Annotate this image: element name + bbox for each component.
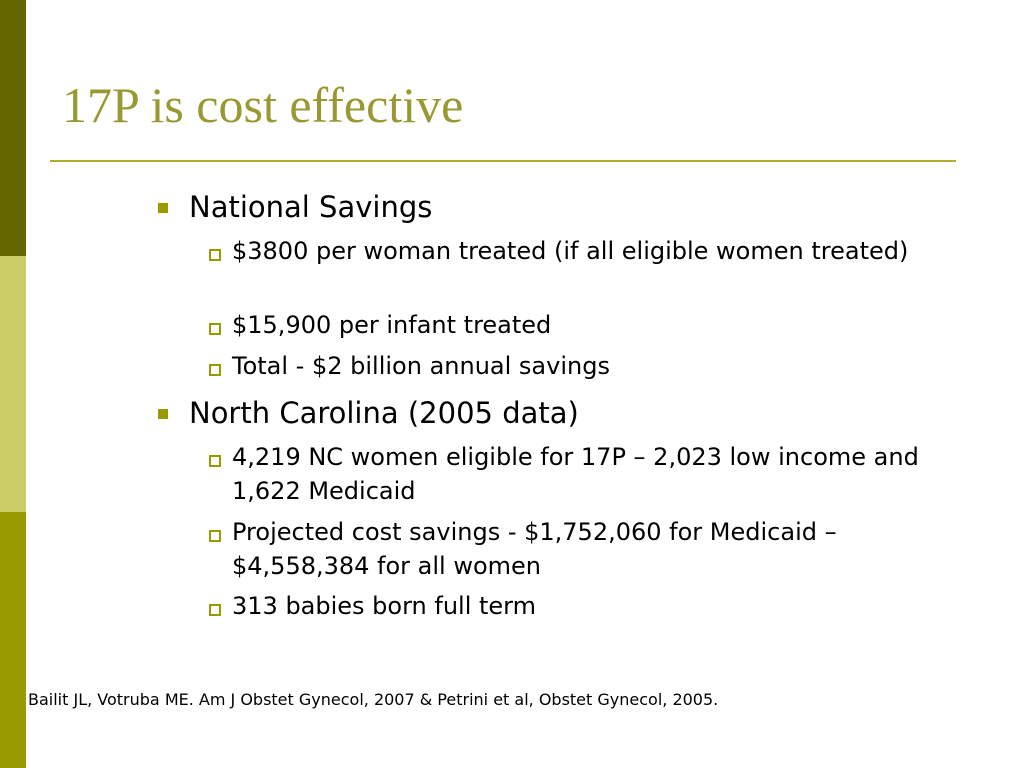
square-bullet-icon [158, 409, 168, 419]
list-item: 4,219 NC women eligible for 17P – 2,023 … [232, 443, 919, 505]
citation-footer: Bailit JL, Votruba ME. Am J Obstet Gynec… [28, 690, 719, 709]
list-item: Projected cost savings - $1,752,060 for … [232, 518, 837, 580]
hollow-square-bullet-icon [209, 364, 221, 376]
hollow-square-bullet-icon [209, 530, 221, 542]
side-bar-middle-segment [0, 256, 26, 512]
section-heading-national: National Savings [189, 190, 433, 224]
hollow-square-bullet-icon [209, 249, 221, 261]
title-divider [50, 160, 956, 162]
list-item: 313 babies born full term [232, 592, 537, 620]
side-bar-bottom-segment [0, 512, 26, 768]
square-bullet-icon [158, 203, 168, 213]
hollow-square-bullet-icon [209, 604, 221, 616]
side-bar-top-segment [0, 0, 26, 256]
list-item: $15,900 per infant treated [232, 311, 552, 339]
section-heading-north-carolina: North Carolina (2005 data) [189, 396, 579, 430]
list-item: Total - $2 billion annual savings [232, 352, 610, 380]
hollow-square-bullet-icon [209, 323, 221, 335]
slide-title: 17P is cost effective [62, 77, 464, 133]
list-item: $3800 per woman treated (if all eligible… [232, 237, 909, 265]
hollow-square-bullet-icon [209, 455, 221, 467]
